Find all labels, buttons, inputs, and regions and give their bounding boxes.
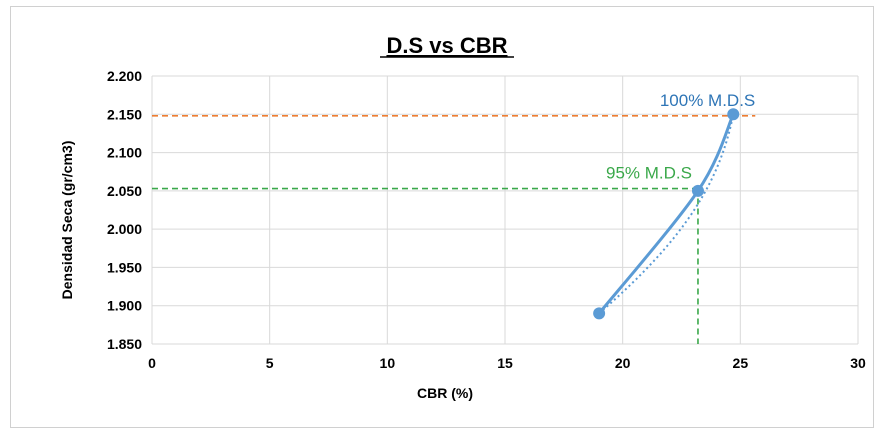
x-tick-label: 0 bbox=[148, 355, 156, 371]
annotation-100-mds: 100% M.D.S bbox=[660, 91, 755, 110]
y-tick-label: 2.150 bbox=[107, 106, 142, 122]
x-tick-label: 15 bbox=[497, 355, 513, 371]
y-tick-label: 2.050 bbox=[107, 183, 142, 199]
annotation-95-mds: 95% M.D.S bbox=[606, 164, 692, 183]
grid bbox=[151, 75, 859, 345]
y-tick-label: 1.900 bbox=[107, 298, 142, 314]
y-tick-label: 2.200 bbox=[107, 68, 142, 84]
x-axis-label: CBR (%) bbox=[417, 385, 473, 401]
x-tick-label: 20 bbox=[615, 355, 631, 371]
y-tick-label: 2.100 bbox=[107, 145, 142, 161]
data-point bbox=[727, 108, 740, 121]
y-tick-label: 2.000 bbox=[107, 221, 142, 237]
x-tick-label: 30 bbox=[850, 355, 866, 371]
x-tick-label: 25 bbox=[733, 355, 749, 371]
x-tick-label: 10 bbox=[380, 355, 396, 371]
data-point bbox=[593, 307, 606, 320]
tick-labels: 0 5 10 15 20 25 30 1.850 1.900 1.950 2.000 2.050 2.1… bbox=[107, 68, 866, 371]
y-axis-label: Densidad Seca (gr/cm3) bbox=[59, 141, 75, 300]
y-tick-label: 1.950 bbox=[107, 259, 142, 275]
chart-title: D.S vs CBR bbox=[386, 33, 507, 58]
data-point bbox=[691, 184, 704, 197]
x-tick-label: 5 bbox=[266, 355, 274, 371]
series-line bbox=[597, 113, 735, 315]
series-layer bbox=[593, 108, 740, 320]
series-trendline bbox=[598, 114, 735, 315]
reference-lines: 100% M.D.S 95% M.D.S bbox=[152, 91, 756, 344]
y-tick-label: 1.850 bbox=[107, 336, 142, 352]
